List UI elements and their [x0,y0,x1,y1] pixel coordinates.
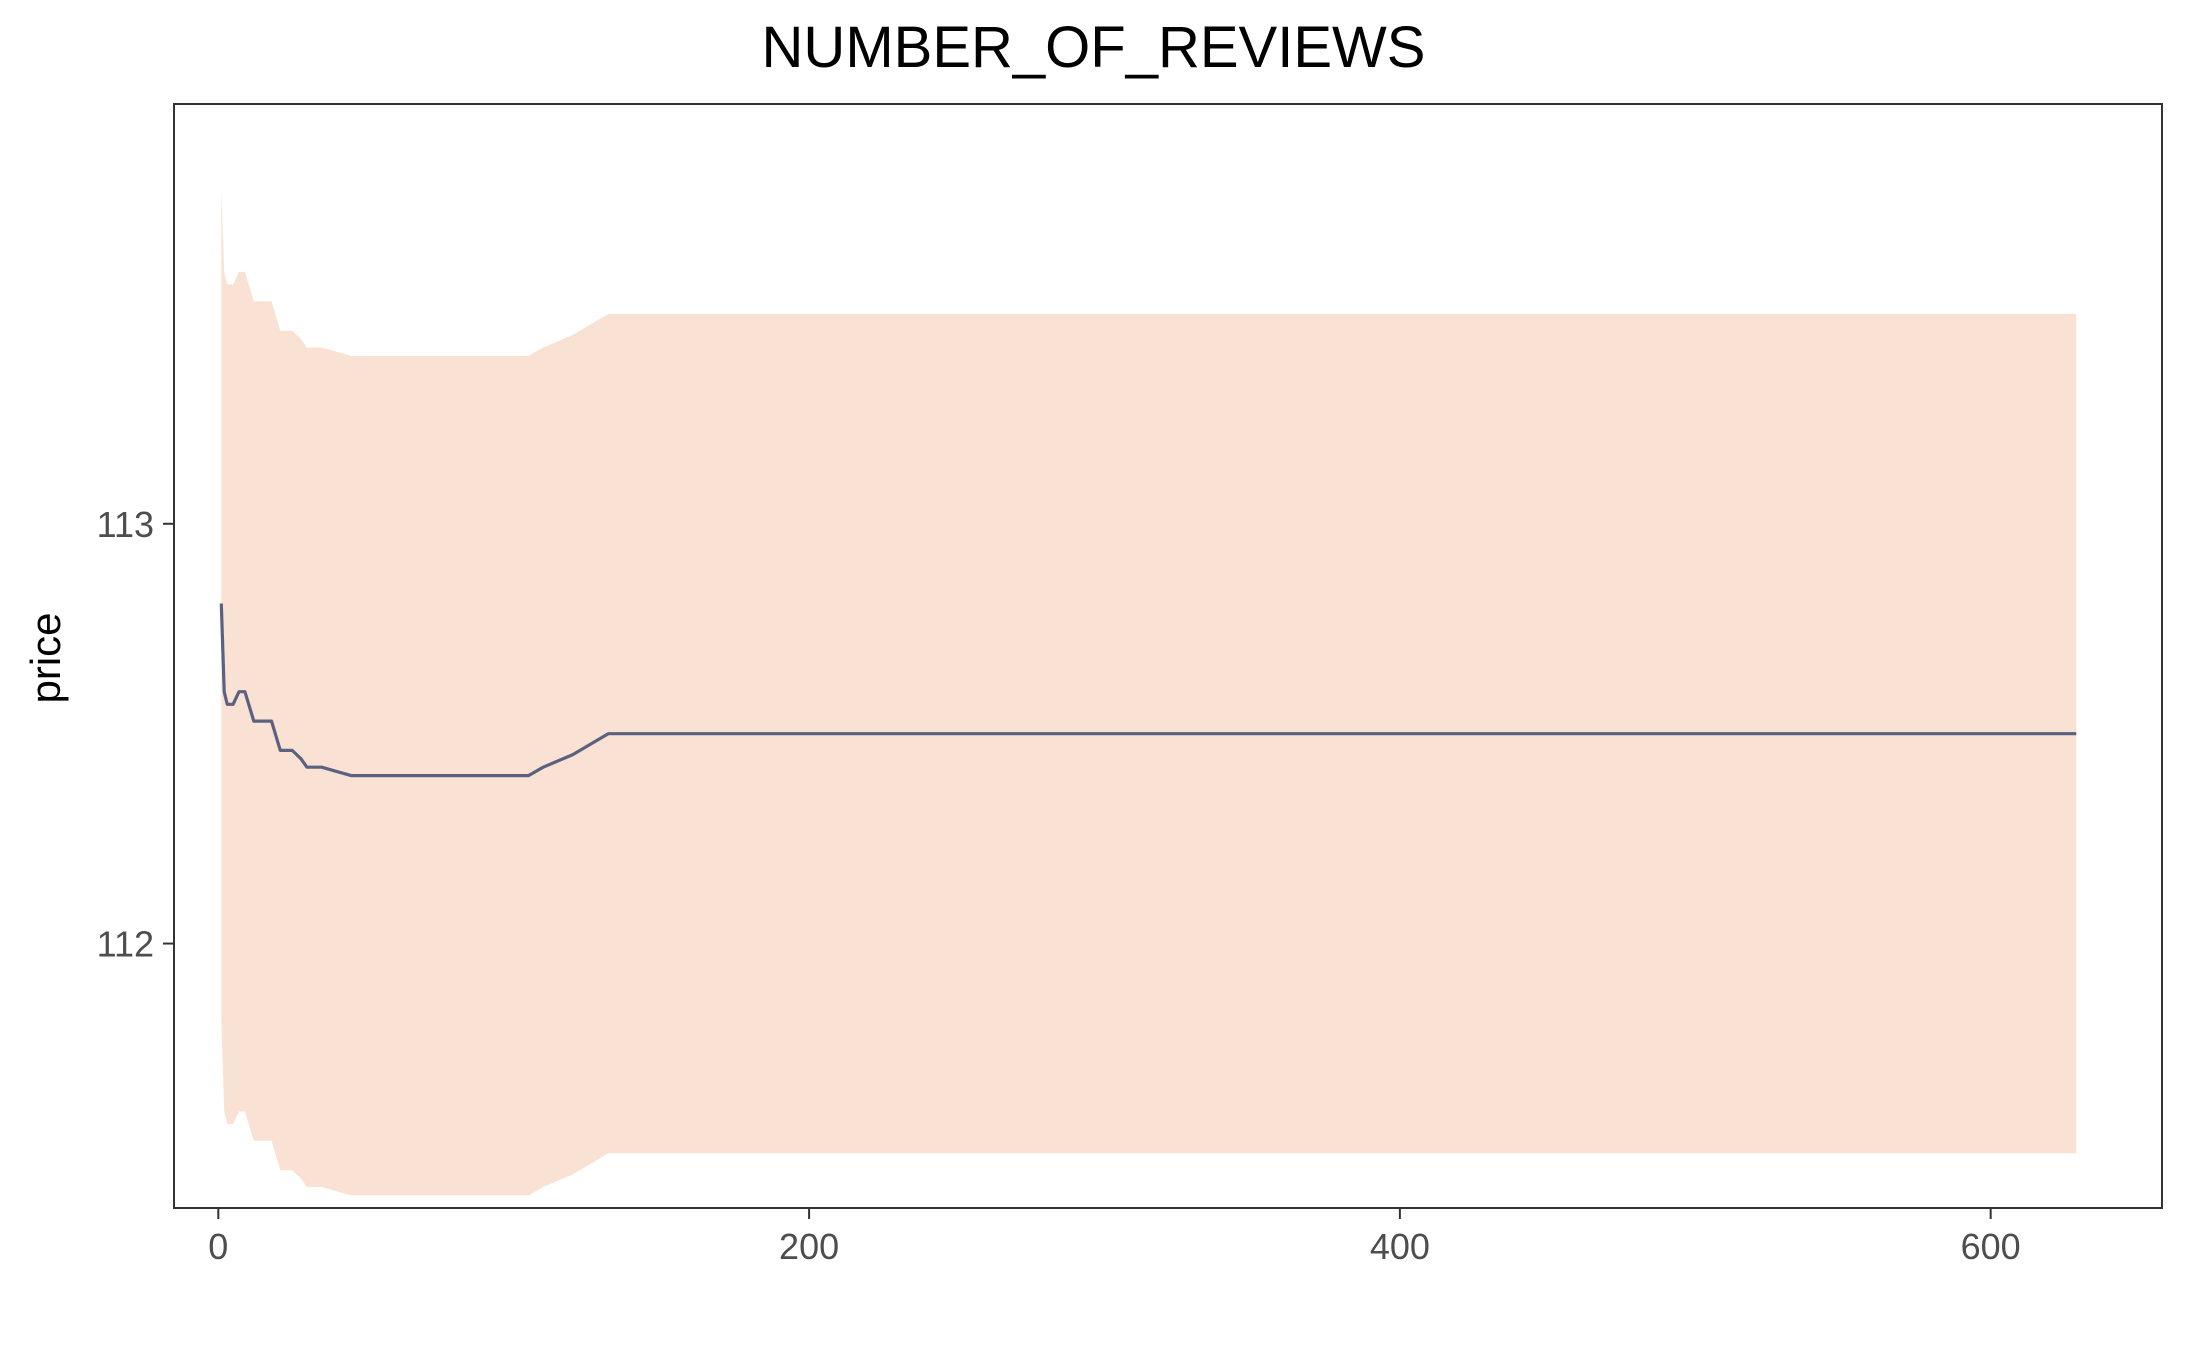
x-tick-label: 0 [208,1226,228,1267]
x-tick-label: 400 [1370,1226,1430,1267]
chart-title: NUMBER_OF_REVIEWS [761,15,1426,80]
y-tick-label: 112 [97,924,154,965]
x-tick-label: 600 [1961,1226,2021,1267]
x-tick-label: 200 [779,1226,839,1267]
confidence-band [221,188,2077,1196]
plot-border [173,103,2163,1209]
series-line [219,603,2077,778]
y-tick-label: 113 [97,504,154,545]
